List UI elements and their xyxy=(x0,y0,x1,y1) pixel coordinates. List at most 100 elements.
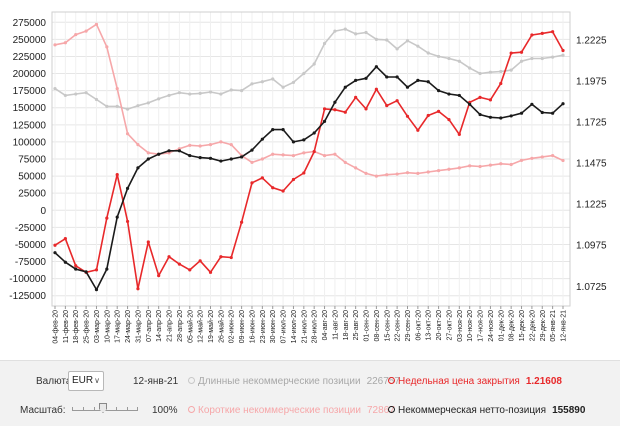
series-point xyxy=(374,87,378,91)
x-tick-label: 17-ноя-20 xyxy=(478,310,485,342)
series-point xyxy=(136,287,140,291)
y-left-tick-label: 75000 xyxy=(18,155,46,166)
series-point xyxy=(312,131,316,135)
series-point xyxy=(302,138,306,142)
y-right-tick-label: 1.2225 xyxy=(576,35,607,46)
series-point xyxy=(343,110,347,114)
series-point xyxy=(302,171,306,175)
scale-slider-knob[interactable] xyxy=(99,403,107,413)
series-point xyxy=(488,98,493,102)
series-point xyxy=(208,156,213,160)
series-point xyxy=(94,287,99,292)
series-point xyxy=(157,97,161,101)
series-point xyxy=(115,104,119,108)
legend-marker-icon xyxy=(388,376,395,384)
scale-slider-tick xyxy=(94,407,95,411)
series-point xyxy=(457,93,461,98)
series-point xyxy=(468,102,472,106)
series-point xyxy=(177,262,182,266)
x-tick-label: 10-мар-20 xyxy=(104,310,111,343)
series-line xyxy=(54,28,564,110)
x-tick-label: 21-апр-20 xyxy=(167,310,174,342)
series-point xyxy=(354,166,358,170)
series-point xyxy=(302,71,306,76)
legend-short-positions[interactable]: Короткие некоммерческие позиции 72867 xyxy=(188,405,395,416)
series-point xyxy=(146,240,150,244)
x-tick-label: 29-дек-20 xyxy=(540,310,547,341)
scale-value: 100% xyxy=(152,405,178,416)
series-point xyxy=(198,91,202,95)
series-point xyxy=(177,149,182,153)
series-point xyxy=(250,181,254,185)
series-point xyxy=(509,68,513,72)
y-right-tick-label: 1.0975 xyxy=(576,241,607,252)
series-point xyxy=(74,264,78,268)
series-point xyxy=(499,116,503,120)
series-line xyxy=(54,30,564,290)
series-point xyxy=(530,33,534,37)
series-point xyxy=(208,270,213,274)
series-point xyxy=(519,158,524,162)
cot-chart: -125000 -100000 -75000 -50000 -25000 0 25000 50… xyxy=(9,11,607,344)
x-tick-label: 17-мар-20 xyxy=(115,310,122,343)
series-point xyxy=(354,95,358,100)
series-point xyxy=(530,156,534,160)
series-point xyxy=(405,114,410,118)
x-tick-label: 29-сен-20 xyxy=(405,310,412,342)
legend-net-position[interactable]: Некоммерческая нетто-позиция 155890 xyxy=(388,405,585,416)
series-line xyxy=(54,23,564,177)
series-point xyxy=(416,171,420,175)
series-point xyxy=(395,99,399,103)
legend-label: Некоммерческая нетто-позиция xyxy=(398,405,547,416)
y-right-tick-label: 1.1975 xyxy=(576,76,607,87)
x-tick-label: 07-апр-20 xyxy=(146,310,153,342)
series-point xyxy=(198,144,202,148)
scale-label: Масштаб: xyxy=(20,405,66,416)
series-point xyxy=(53,43,57,47)
series-point xyxy=(354,78,358,82)
series-point xyxy=(208,90,213,94)
y-left-tick-label: 175000 xyxy=(13,86,47,97)
x-tick-label: 03-ноя-20 xyxy=(457,310,464,342)
series-point xyxy=(322,119,327,123)
y-left-tick-label: -50000 xyxy=(15,240,47,251)
y-left-tick-label: 125000 xyxy=(13,120,47,131)
series-point xyxy=(136,143,140,147)
series-point xyxy=(364,76,368,80)
series-point xyxy=(405,171,410,175)
series-point xyxy=(561,102,565,106)
series-point xyxy=(260,137,264,141)
series-point xyxy=(63,41,67,45)
series-point xyxy=(74,32,78,37)
series-point xyxy=(457,132,461,136)
y-left-tick-label: 100000 xyxy=(13,137,47,148)
series-point xyxy=(208,143,213,147)
series-point xyxy=(519,59,524,63)
series-point xyxy=(322,41,327,46)
scale-slider-tick xyxy=(83,407,84,411)
series-point xyxy=(385,75,389,79)
series-point xyxy=(478,95,482,100)
series-point xyxy=(271,77,275,81)
scale-slider[interactable] xyxy=(72,403,138,413)
series-point xyxy=(499,69,503,74)
legend-long-positions[interactable]: Длинные некоммерческие позиции 226757 xyxy=(188,376,400,387)
x-tick-label: 07-июл-20 xyxy=(281,310,288,343)
series-point xyxy=(53,243,57,247)
x-tick-label: 12-янв-21 xyxy=(561,310,568,342)
currency-select[interactable]: EUR ∨ xyxy=(68,371,104,391)
series-point xyxy=(219,159,223,163)
series-point xyxy=(530,102,534,106)
legend-marker-icon xyxy=(188,405,195,413)
series-point xyxy=(281,189,285,193)
series-point xyxy=(157,152,161,156)
series-point xyxy=(188,143,192,147)
legend-value: 226757 xyxy=(366,376,400,387)
series-point xyxy=(94,97,99,102)
series-point xyxy=(312,62,316,66)
series-point xyxy=(436,54,441,59)
series-point xyxy=(551,55,555,59)
x-tick-label: 04-авг-20 xyxy=(322,310,329,341)
y-right-tick-label: 1.1475 xyxy=(576,159,607,170)
legend-weekly-close[interactable]: Недельная цена закрытия 1.21608 xyxy=(388,376,562,387)
